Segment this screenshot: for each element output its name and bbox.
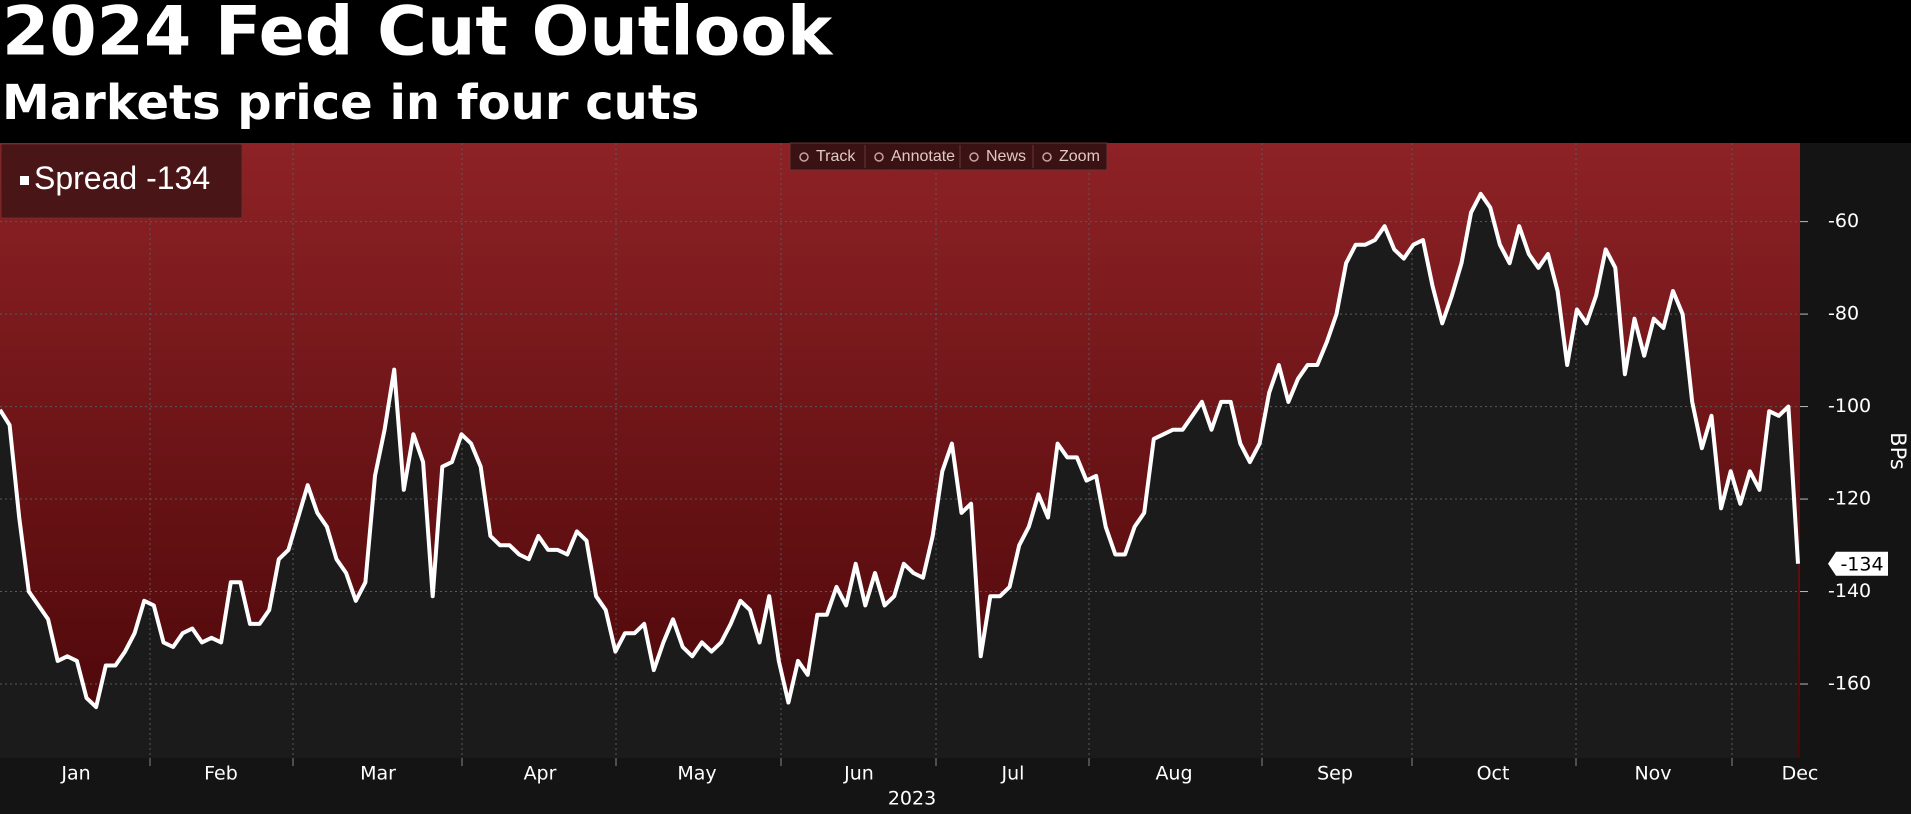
chart-subtitle: Markets price in four cuts	[2, 75, 699, 131]
legend-value: -134	[146, 160, 210, 196]
x-tick-label: Jun	[843, 763, 874, 785]
last-value-tag	[1828, 551, 1888, 576]
x-tick-label: Jul	[1001, 763, 1025, 785]
x-tick-label: Mar	[360, 763, 396, 785]
toolbar-button: News	[986, 148, 1026, 165]
x-tick-label: Apr	[524, 763, 557, 785]
y-tick-label: -120	[1828, 488, 1871, 510]
area-below	[0, 193, 1798, 758]
x-axis-label: 2023	[888, 788, 936, 810]
y-tick-label: -80	[1828, 303, 1859, 325]
legend-name: Spread	[34, 160, 137, 196]
y-tick-label: -60	[1828, 210, 1859, 232]
line	[0, 191, 1800, 710]
toolbar	[789, 142, 1108, 171]
x-tick-label: Sep	[1317, 763, 1353, 785]
y-axis-panel	[1800, 143, 1911, 758]
toolbar-icon	[1042, 152, 1052, 162]
x-tick-label: May	[677, 763, 716, 785]
y-tick-label: -140	[1828, 580, 1871, 602]
x-axis-panel	[0, 758, 1911, 814]
legend-box	[0, 143, 243, 219]
y-tick-label: -160	[1828, 673, 1871, 695]
toolbar-icon	[874, 152, 884, 162]
toolbar-button: Zoom	[1059, 148, 1100, 165]
legend-swatch	[20, 176, 29, 185]
toolbar-icon	[969, 152, 979, 162]
x-tick-label: Feb	[204, 763, 238, 785]
last-value-label: -134	[1840, 553, 1883, 575]
y-axis-label: BPs	[1886, 432, 1910, 470]
y-tick-label: -100	[1828, 395, 1871, 417]
x-tick-label: Aug	[1155, 763, 1192, 785]
x-tick-label: Dec	[1782, 763, 1819, 785]
toolbar-button: Track	[816, 148, 856, 165]
toolbar-icon	[799, 152, 809, 162]
chart-title: 2024 Fed Cut Outlook	[2, 0, 834, 72]
x-tick-label: Nov	[1634, 763, 1671, 785]
overlay: Jan Feb Mar Apr May Jun Jul Aug Sep Oct Nov Dec 2023…	[0, 142, 1910, 810]
x-tick-label: Jan	[60, 763, 90, 785]
legend-text: Spread -134	[34, 160, 210, 196]
toolbar-button: Annotate	[891, 148, 955, 165]
x-tick-label: Oct	[1477, 763, 1510, 785]
plot-area	[0, 143, 1800, 758]
